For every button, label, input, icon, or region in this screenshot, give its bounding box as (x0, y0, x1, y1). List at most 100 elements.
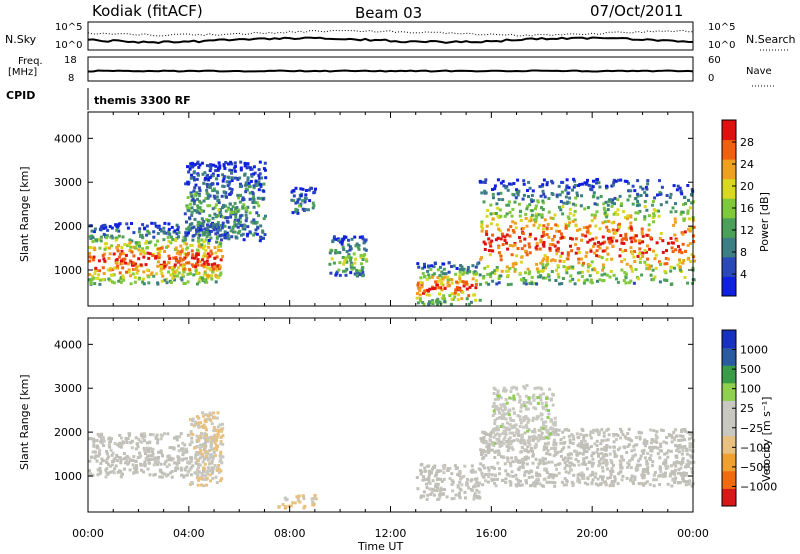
echo-cell (171, 270, 175, 274)
echo-cell (595, 450, 599, 454)
echo-cell (529, 219, 533, 222)
echo-cell (101, 278, 105, 281)
echo-cell (534, 214, 538, 218)
echo-cell (517, 202, 521, 206)
echo-cell (610, 257, 614, 261)
echo-cell (203, 419, 207, 423)
echo-cell (652, 473, 656, 477)
echo-cell (569, 236, 572, 240)
echo-cell (459, 477, 463, 481)
echo-cell (128, 238, 132, 242)
echo-cell (508, 436, 512, 440)
echo-cell (212, 411, 216, 415)
echo-cell (562, 446, 566, 450)
echo-cell (467, 302, 471, 306)
echo-cell (541, 189, 545, 193)
echo-cell (547, 475, 551, 479)
echo-cell (458, 270, 462, 274)
echo-cell (626, 465, 630, 469)
echo-cell (336, 237, 340, 241)
echo-cell (177, 231, 181, 235)
echo-cell (114, 236, 118, 240)
echo-cell (582, 457, 586, 461)
echo-cell (175, 251, 179, 255)
echo-cell (636, 194, 640, 198)
echo-cell (595, 249, 599, 253)
echo-cell (567, 186, 571, 190)
echo-cell (524, 479, 528, 483)
echo-cell (507, 182, 511, 186)
echo-cell (205, 188, 209, 192)
echo-cell (129, 441, 133, 445)
echo-cell (257, 204, 261, 208)
echo-cell (261, 197, 265, 201)
echo-cell (535, 282, 539, 286)
echo-cell (215, 177, 219, 181)
echo-cell (137, 241, 141, 245)
echo-cell (645, 480, 649, 484)
echo-cell (672, 436, 676, 440)
echo-cell (567, 453, 571, 457)
echo-cell (217, 245, 220, 249)
echo-cell (506, 460, 510, 463)
echo-cell (585, 278, 589, 282)
echo-cell (193, 199, 197, 203)
noise-panel-frame (87, 21, 694, 51)
echo-cell (201, 276, 204, 280)
echo-cell (243, 224, 247, 228)
echo-cell (435, 478, 439, 482)
echo-cell (182, 457, 186, 461)
echo-cell (577, 247, 581, 251)
echo-cell (277, 505, 281, 509)
echo-cell (163, 264, 167, 268)
echo-cell (551, 243, 555, 247)
echo-cell (504, 428, 508, 432)
echo-cell (159, 451, 163, 455)
echo-cell (186, 180, 190, 184)
echo-cell (554, 452, 558, 456)
echo-cell (92, 255, 96, 259)
echo-cell (140, 468, 143, 472)
echo-cell (574, 196, 578, 200)
echo-cell (259, 183, 263, 187)
echo-cell (654, 253, 658, 257)
echo-cell (581, 233, 585, 237)
echo-cell (216, 234, 220, 238)
echo-cell (208, 462, 211, 466)
echo-cell (497, 281, 501, 285)
echo-cell (117, 444, 121, 448)
echo-cell (516, 478, 520, 482)
colorbar-segment (722, 120, 736, 141)
echo-cell (517, 468, 521, 472)
echo-cell (484, 479, 488, 483)
echo-cell (119, 280, 123, 284)
echo-cell (496, 236, 500, 240)
echo-cell (222, 190, 226, 194)
echo-cell (186, 165, 189, 169)
echo-cell (453, 291, 457, 295)
echo-cell (427, 478, 431, 481)
echo-cell (514, 423, 518, 427)
echo-cell (159, 449, 163, 453)
echo-cell (152, 463, 156, 467)
echo-cell (579, 432, 583, 436)
echo-cell (189, 455, 193, 459)
echo-cell (190, 210, 194, 214)
echo-cell (513, 267, 517, 271)
echo-cell (511, 192, 515, 196)
echo-cell (205, 182, 209, 186)
echo-cell (538, 247, 542, 251)
echo-cell (202, 423, 206, 427)
echo-cell (442, 467, 446, 471)
echo-cell (256, 226, 260, 230)
echo-cell (192, 189, 196, 193)
echo-cell (218, 454, 222, 458)
echo-cell (582, 450, 586, 454)
echo-cell (102, 224, 106, 227)
echo-cell (641, 476, 645, 480)
echo-cell (359, 253, 363, 257)
echo-cell (508, 210, 512, 214)
echo-cell (562, 260, 566, 263)
echo-cell (141, 247, 144, 251)
echo-cell (584, 433, 588, 437)
